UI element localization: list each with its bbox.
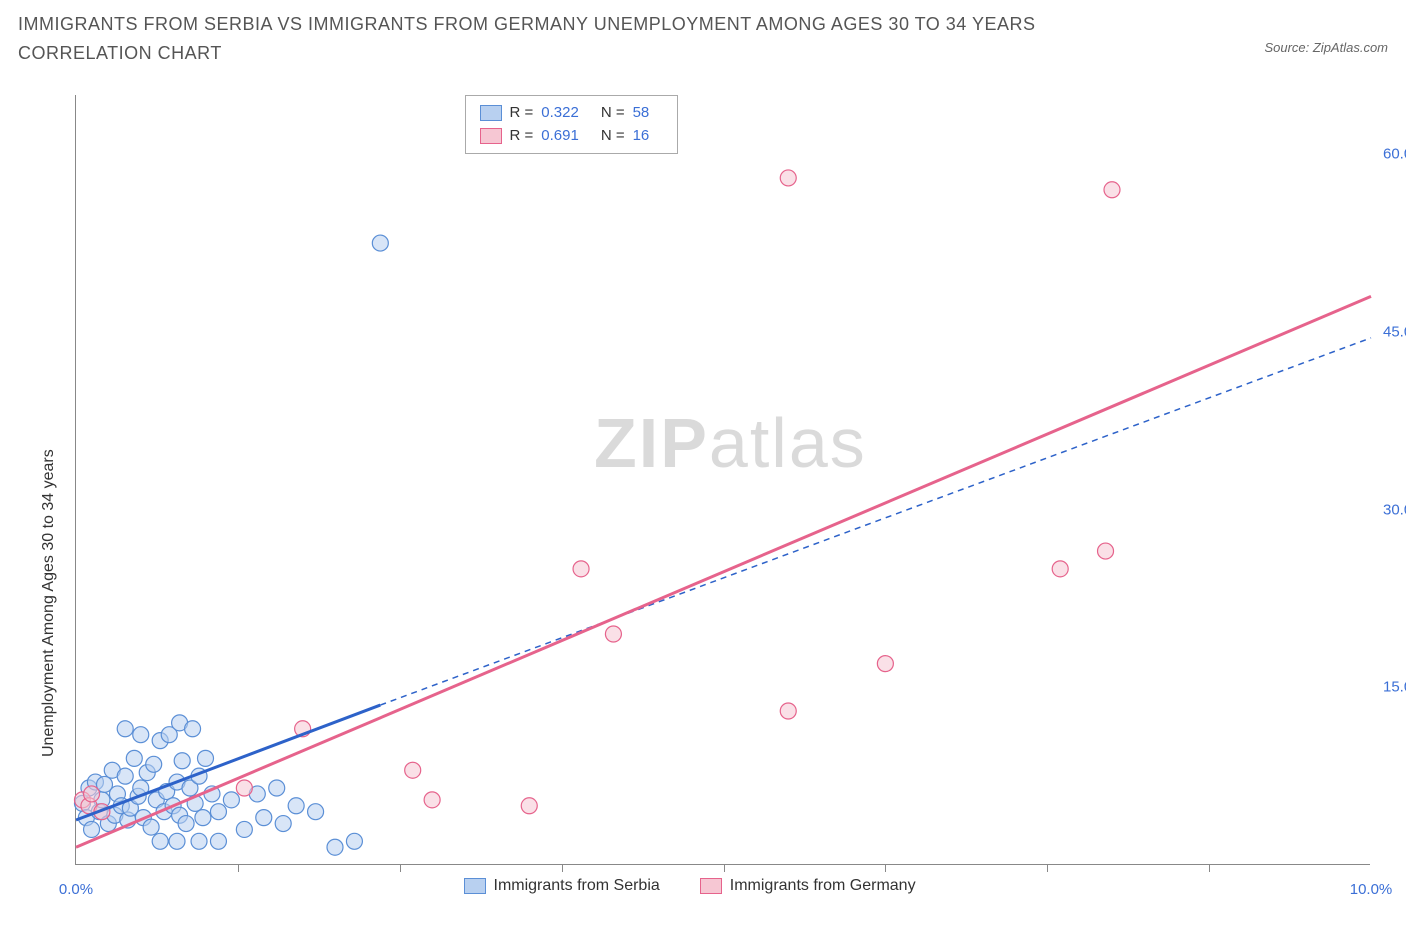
data-point-germany xyxy=(84,786,100,802)
legend-label-serbia: Immigrants from Serbia xyxy=(494,877,660,895)
stat-n-label: N = xyxy=(601,125,625,148)
x-minor-tick xyxy=(400,864,401,872)
data-point-serbia xyxy=(223,792,239,808)
data-point-germany xyxy=(877,656,893,672)
data-point-serbia xyxy=(372,235,388,251)
data-point-serbia xyxy=(275,816,291,832)
data-point-germany xyxy=(1098,543,1114,559)
y-tick-label: 15.0% xyxy=(1383,679,1406,696)
legend-swatch-germany xyxy=(480,128,502,144)
x-minor-tick xyxy=(1209,864,1210,872)
data-point-serbia xyxy=(236,821,252,837)
data-point-serbia xyxy=(195,810,211,826)
data-point-serbia xyxy=(174,753,190,769)
stat-n-value-serbia: 58 xyxy=(633,102,650,125)
trend-line-germany xyxy=(76,296,1371,847)
x-minor-tick xyxy=(724,864,725,872)
stat-r-value-germany: 0.691 xyxy=(541,125,579,148)
stat-n-value-germany: 16 xyxy=(633,125,650,148)
chart-title: IMMIGRANTS FROM SERBIA VS IMMIGRANTS FRO… xyxy=(18,10,1118,68)
x-tick-label: 10.0% xyxy=(1350,881,1393,898)
legend-correlation-box: R = 0.322 N = 58 R = 0.691 N = 16 xyxy=(465,95,679,154)
data-point-serbia xyxy=(308,804,324,820)
data-point-serbia xyxy=(327,839,343,855)
data-point-serbia xyxy=(169,833,185,849)
data-point-germany xyxy=(605,626,621,642)
data-point-serbia xyxy=(288,798,304,814)
y-tick-label: 45.0% xyxy=(1383,323,1406,340)
stat-r-label: R = xyxy=(510,102,534,125)
data-point-serbia xyxy=(126,750,142,766)
legend-swatch-serbia xyxy=(480,105,502,121)
y-axis-label: Unemployment Among Ages 30 to 34 years xyxy=(40,449,58,757)
data-point-serbia xyxy=(143,819,159,835)
y-tick-label: 60.0% xyxy=(1383,146,1406,163)
data-point-germany xyxy=(1052,561,1068,577)
data-point-serbia xyxy=(191,833,207,849)
data-point-germany xyxy=(1104,182,1120,198)
header-row: IMMIGRANTS FROM SERBIA VS IMMIGRANTS FRO… xyxy=(0,0,1406,68)
x-minor-tick xyxy=(562,864,563,872)
source-attribution: Source: ZipAtlas.com xyxy=(1264,40,1388,55)
data-point-serbia xyxy=(133,727,149,743)
data-point-serbia xyxy=(152,833,168,849)
data-point-serbia xyxy=(117,768,133,784)
data-point-serbia xyxy=(210,833,226,849)
legend-stat-row-serbia: R = 0.322 N = 58 xyxy=(480,102,664,125)
x-minor-tick xyxy=(885,864,886,872)
legend-swatch-germany xyxy=(700,878,722,894)
data-point-serbia xyxy=(198,750,214,766)
x-minor-tick xyxy=(1047,864,1048,872)
legend-series: Immigrants from Serbia Immigrants from Ge… xyxy=(464,877,916,895)
data-point-serbia xyxy=(178,816,194,832)
data-point-germany xyxy=(405,762,421,778)
data-point-serbia xyxy=(210,804,226,820)
data-point-serbia xyxy=(185,721,201,737)
legend-label-germany: Immigrants from Germany xyxy=(730,877,916,895)
data-point-serbia xyxy=(346,833,362,849)
data-point-serbia xyxy=(117,721,133,737)
chart-canvas xyxy=(76,95,1371,865)
data-point-serbia xyxy=(256,810,272,826)
legend-item-serbia: Immigrants from Serbia xyxy=(464,877,660,895)
data-point-germany xyxy=(780,703,796,719)
data-point-serbia xyxy=(84,821,100,837)
data-point-germany xyxy=(573,561,589,577)
stat-r-value-serbia: 0.322 xyxy=(541,102,579,125)
data-point-germany xyxy=(424,792,440,808)
trend-extrapolation-serbia xyxy=(380,338,1371,705)
data-point-germany xyxy=(236,780,252,796)
x-tick-label: 0.0% xyxy=(59,881,93,898)
y-tick-label: 30.0% xyxy=(1383,501,1406,518)
data-point-serbia xyxy=(146,756,162,772)
legend-item-germany: Immigrants from Germany xyxy=(700,877,916,895)
data-point-serbia xyxy=(269,780,285,796)
legend-swatch-serbia xyxy=(464,878,486,894)
stat-n-label: N = xyxy=(601,102,625,125)
x-minor-tick xyxy=(238,864,239,872)
data-point-germany xyxy=(780,170,796,186)
plot-area: ZIPatlas R = 0.322N = 58R = 0.691N = 16 … xyxy=(75,95,1370,865)
stat-r-label: R = xyxy=(510,125,534,148)
legend-stat-row-germany: R = 0.691 N = 16 xyxy=(480,125,664,148)
data-point-germany xyxy=(521,798,537,814)
